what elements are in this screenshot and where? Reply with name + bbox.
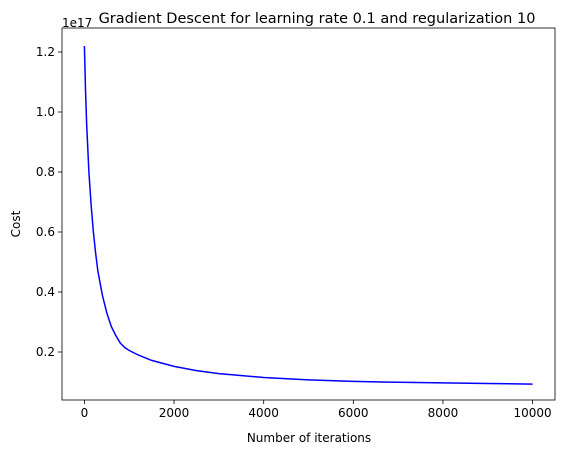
x-tick-label: 10000 (513, 406, 551, 420)
y-tick-label: 0.6 (36, 225, 55, 239)
y-offset-label: 1e17 (62, 16, 92, 30)
y-tick-label: 0.2 (36, 345, 55, 359)
chart-title: Gradient Descent for learning rate 0.1 a… (99, 11, 536, 27)
axes-frame (61, 27, 556, 401)
x-axis-label: Number of iterations (247, 431, 371, 445)
y-tick-label: 1.0 (36, 105, 55, 119)
plot-area: 0 2000 4000 6000 8000 10000 0.2 0.4 0.6 0.8 1.0 1.2 (36, 27, 556, 420)
x-tick-label: 2000 (159, 406, 190, 420)
y-tick-label: 0.4 (36, 285, 55, 299)
x-tick-label: 4000 (248, 406, 279, 420)
y-tick-label: 0.8 (36, 165, 55, 179)
y-axis-label: Cost (9, 210, 23, 237)
y-tick-label: 1.2 (36, 45, 55, 59)
x-tick-label: 0 (81, 406, 89, 420)
x-tick-label: 6000 (338, 406, 369, 420)
series-line-0 (83, 45, 533, 385)
x-tick-label: 8000 (428, 406, 459, 420)
